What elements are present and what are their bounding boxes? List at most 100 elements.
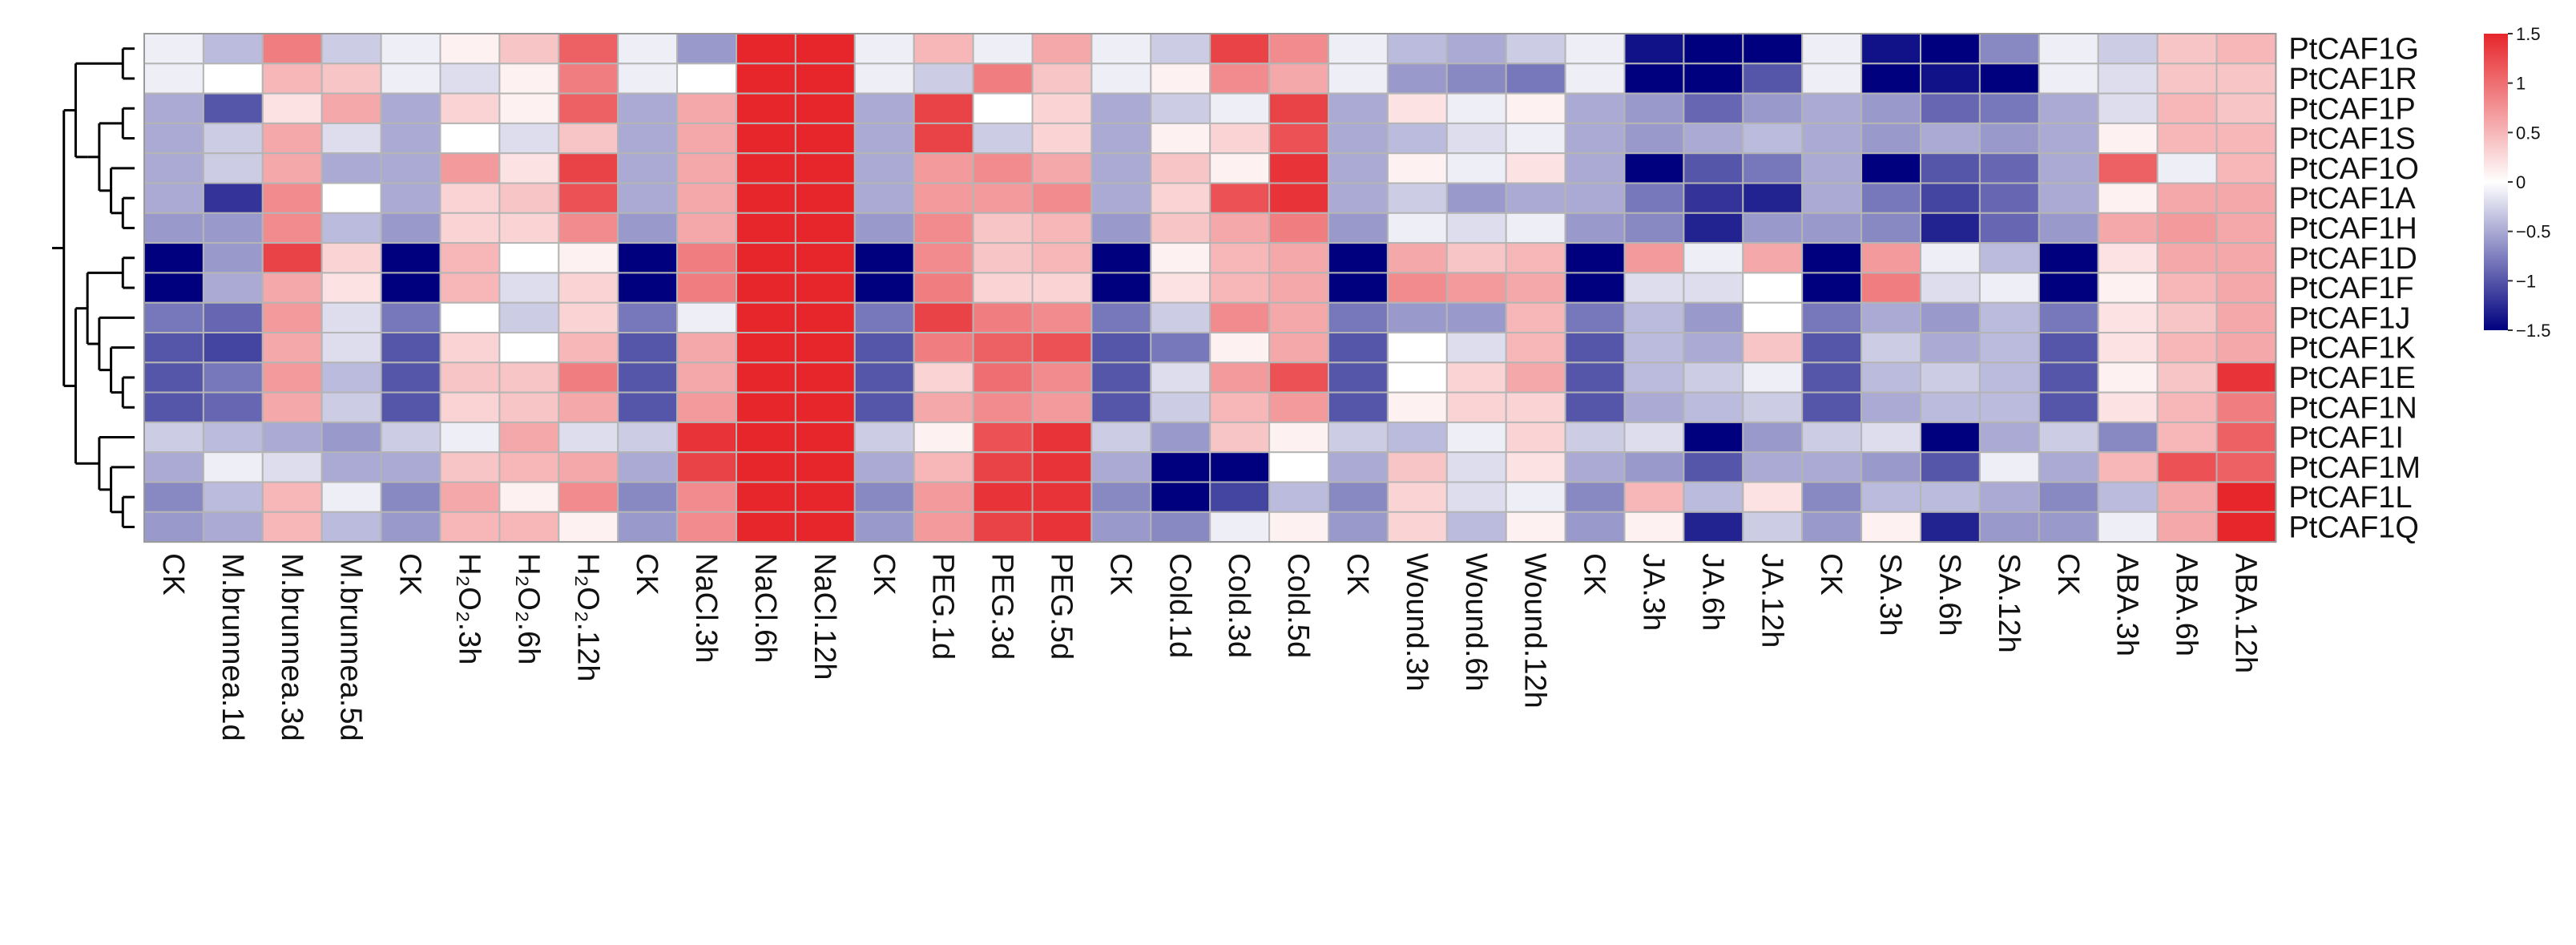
heatmap-cell <box>1623 242 1685 274</box>
heatmap-cell <box>1860 33 1922 65</box>
heatmap-cell <box>1978 182 2040 214</box>
heatmap-cell <box>1978 511 2040 543</box>
heatmap-cell <box>2215 421 2277 454</box>
heatmap-cell <box>1386 272 1448 304</box>
heatmap-cell <box>736 92 796 124</box>
heatmap-cell <box>1209 332 1271 364</box>
heatmap-cell <box>261 182 323 214</box>
heatmap-cell <box>736 481 796 513</box>
column-label: M.brunnea.5d <box>334 553 368 741</box>
heatmap-cell <box>1268 272 1329 304</box>
heatmap-cell <box>1150 481 1211 513</box>
heatmap-cell <box>736 33 796 65</box>
heatmap-cell <box>558 481 619 513</box>
heatmap-cell <box>794 63 856 95</box>
heatmap-cell <box>1031 63 1093 95</box>
heatmap-cell <box>1505 391 1566 423</box>
heatmap-cell <box>2156 242 2218 274</box>
heatmap-cell <box>320 421 382 454</box>
heatmap-cell <box>1386 212 1448 244</box>
column-label: JA.12h <box>1755 553 1788 648</box>
heatmap-cell <box>202 421 264 454</box>
heatmap-cell <box>1268 182 1329 214</box>
heatmap-cell <box>2215 63 2277 95</box>
heatmap-cell <box>1505 212 1566 244</box>
legend-color-bar <box>2484 34 2508 330</box>
heatmap-cell <box>1920 152 1981 184</box>
heatmap-cell <box>1328 332 1389 364</box>
heatmap-cell <box>380 301 441 334</box>
heatmap-cell <box>1031 301 1093 334</box>
heatmap-cell <box>676 361 737 394</box>
heatmap-cell <box>1090 361 1152 394</box>
heatmap-cell <box>794 33 856 65</box>
column-label: ABA.3h <box>2110 553 2144 656</box>
heatmap-cell <box>1564 301 1626 334</box>
heatmap-cell <box>1445 421 1507 454</box>
heatmap-cell <box>617 33 679 65</box>
heatmap-cell <box>1801 361 1863 394</box>
heatmap-cell <box>736 182 796 214</box>
heatmap-cell <box>2097 33 2159 65</box>
heatmap-cell <box>1978 152 2040 184</box>
heatmap-cell <box>2038 451 2099 483</box>
heatmap-cell <box>1683 272 1744 304</box>
heatmap-cell <box>558 451 619 483</box>
legend-tick-label: −1.5 <box>2516 321 2550 341</box>
heatmap-cell <box>2097 481 2159 513</box>
heatmap-cell <box>2156 301 2218 334</box>
heatmap-cell <box>913 33 974 65</box>
heatmap-cell <box>1978 272 2040 304</box>
heatmap-cell <box>1920 451 1981 483</box>
heatmap-cell <box>2038 242 2099 274</box>
row-label: PtCAF1S <box>2288 123 2415 156</box>
heatmap-cell <box>1801 511 1863 543</box>
heatmap-cell <box>558 421 619 454</box>
heatmap-cell <box>261 391 323 423</box>
column-label: SA.12h <box>1992 553 2026 653</box>
heatmap-cell <box>853 511 915 543</box>
row-label: PtCAF1R <box>2288 63 2417 96</box>
heatmap-cell <box>2038 63 2099 95</box>
heatmap-cell <box>1920 272 1981 304</box>
heatmap-cell <box>261 212 323 244</box>
heatmap-cell <box>1742 332 1804 364</box>
heatmap-cell <box>439 511 501 543</box>
heatmap-cell <box>736 421 796 454</box>
heatmap-cell <box>1150 421 1211 454</box>
heatmap-cell <box>1623 152 1685 184</box>
row-label: PtCAF1Q <box>2288 511 2419 544</box>
heatmap-cell <box>1386 421 1448 454</box>
heatmap-cell <box>439 361 501 394</box>
heatmap-cell <box>1209 63 1271 95</box>
heatmap-cell <box>972 242 1034 274</box>
heatmap-cell <box>1090 182 1152 214</box>
heatmap-cell <box>913 361 974 394</box>
heatmap-cell <box>143 361 204 394</box>
heatmap-cell <box>2156 361 2218 394</box>
heatmap-cell <box>1564 361 1626 394</box>
heatmap-cell <box>1564 272 1626 304</box>
heatmap-cell <box>617 481 679 513</box>
heatmap-cell <box>1445 242 1507 274</box>
heatmap-cell <box>853 361 915 394</box>
heatmap-cell <box>1386 152 1448 184</box>
heatmap-cell <box>972 391 1034 423</box>
column-label: PEG.1d <box>926 553 960 660</box>
heatmap-cell <box>498 33 560 65</box>
heatmap-cell <box>261 481 323 513</box>
row-label: PtCAF1N <box>2288 391 2417 425</box>
row-label: PtCAF1D <box>2288 242 2417 276</box>
heatmap-cell <box>202 33 264 65</box>
heatmap-cell <box>913 421 974 454</box>
heatmap-cell <box>320 92 382 124</box>
heatmap-cell <box>1090 212 1152 244</box>
heatmap-cell <box>1031 182 1093 214</box>
heatmap-cell <box>913 301 974 334</box>
heatmap-cell <box>1268 481 1329 513</box>
heatmap-cell <box>853 242 915 274</box>
heatmap-cell <box>794 481 856 513</box>
heatmap-cell <box>1031 92 1093 124</box>
heatmap-cell <box>558 272 619 304</box>
heatmap-cell <box>1209 391 1271 423</box>
